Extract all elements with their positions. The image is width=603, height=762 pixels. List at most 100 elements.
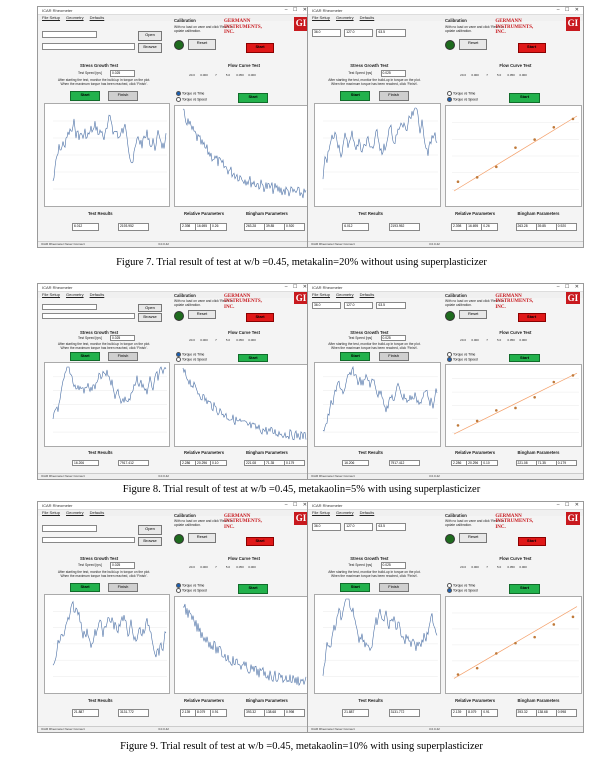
reset-button[interactable]: Reset (188, 532, 216, 544)
test-speed-input[interactable]: 0.025 (380, 562, 406, 570)
window-controls[interactable]: – ☐ ✕ (556, 7, 581, 13)
menu-item-1[interactable]: Geometry (336, 292, 354, 297)
torque-vs-speed-radio[interactable]: Torque vs Speed (447, 97, 478, 102)
flow-start-button[interactable]: Start (238, 93, 268, 103)
test-speed-input[interactable]: 0.025 (380, 335, 406, 342)
menu-item-2[interactable]: Defaults (359, 510, 375, 515)
menu-item-1[interactable]: Geometry (66, 15, 84, 20)
finish-button[interactable]: Finish (378, 352, 409, 361)
window-controls[interactable]: – ☐ ✕ (284, 284, 309, 290)
menu-item-2[interactable]: Defaults (89, 15, 105, 20)
torque-vs-time-radio[interactable]: Torque vs Time (176, 352, 204, 357)
torque-vs-time-radio[interactable]: Torque vs Time (447, 583, 475, 588)
torque-vs-time-radio[interactable]: Torque vs Time (447, 352, 475, 357)
test-speed-input[interactable]: 0.025 (110, 70, 135, 77)
menu-item-2[interactable]: Defaults (89, 510, 105, 515)
start-button[interactable]: Start (70, 91, 100, 101)
menu-item-1[interactable]: Geometry (336, 15, 354, 20)
company-name: GERMANN INSTRUMENTS, INC. (224, 19, 262, 35)
test-speed-input[interactable]: 0.025 (380, 70, 406, 77)
geometry-input-0[interactable]: 36.0 (312, 523, 342, 531)
start-red-button[interactable]: Start (246, 313, 274, 322)
geometry-input-0[interactable]: 36.0 (312, 301, 342, 309)
browse-button[interactable]: Browse (138, 313, 162, 322)
torque-decay-line (182, 108, 307, 199)
torque-vs-time-radio[interactable]: Torque vs Time (176, 91, 204, 96)
geometry-input-2[interactable]: 63.5 (376, 29, 406, 37)
menu-item-1[interactable]: Geometry (66, 510, 84, 515)
file-name-prefix-input[interactable] (42, 525, 97, 532)
menu-item-0[interactable]: File Setup (42, 292, 61, 297)
reset-button[interactable]: Reset (459, 532, 488, 544)
test-speed-input[interactable]: 0.025 (110, 562, 135, 570)
start-red-button[interactable]: Start (517, 43, 546, 53)
file-name-prefix-input[interactable] (42, 303, 97, 310)
open-button[interactable]: Open (138, 31, 162, 41)
flow-start-button[interactable]: Start (509, 353, 540, 363)
finish-button[interactable]: Finish (108, 91, 138, 101)
geometry-input-1[interactable]: 127.0 (344, 29, 374, 37)
start-red-button[interactable]: Start (517, 313, 546, 322)
geometry-input-0[interactable]: 36.0 (312, 29, 342, 37)
open-button[interactable]: Open (138, 303, 162, 312)
flow-start-button[interactable]: Start (509, 93, 540, 103)
geometry-input-2[interactable]: 63.5 (376, 301, 406, 309)
start-red-button[interactable]: Start (517, 536, 546, 547)
window-controls[interactable]: – ☐ ✕ (556, 284, 581, 290)
finish-button[interactable]: Finish (378, 582, 409, 593)
torque-vs-time-radio[interactable]: Torque vs Time (176, 583, 204, 588)
start-button[interactable]: Start (340, 352, 371, 361)
menu-item-0[interactable]: File Setup (312, 510, 331, 515)
geometry-input-1[interactable]: 127.0 (344, 301, 374, 309)
flow-point (552, 623, 556, 626)
flow-start-button[interactable]: Start (238, 353, 268, 363)
start-button[interactable]: Start (340, 582, 371, 593)
output-directory-input[interactable] (42, 536, 135, 544)
menu-item-2[interactable]: Defaults (89, 292, 105, 297)
torque-vs-speed-radio[interactable]: Torque vs Speed (176, 357, 207, 362)
menu-item-0[interactable]: File Setup (42, 510, 61, 515)
finish-button[interactable]: Finish (378, 91, 409, 101)
window-controls[interactable]: – ☐ ✕ (284, 502, 309, 508)
start-button[interactable]: Start (340, 91, 371, 101)
menu-item-1[interactable]: Geometry (336, 510, 354, 515)
browse-button[interactable]: Browse (138, 43, 162, 53)
torque-vs-speed-radio[interactable]: Torque vs Speed (176, 588, 207, 593)
window-controls[interactable]: – ☐ ✕ (284, 7, 309, 13)
torque-vs-time-radio[interactable]: Torque vs Time (447, 91, 475, 96)
reset-button[interactable]: Reset (459, 39, 488, 50)
finish-button[interactable]: Finish (108, 582, 138, 593)
finish-button[interactable]: Finish (108, 352, 138, 361)
menu-item-0[interactable]: File Setup (42, 15, 61, 20)
flow-start-button[interactable]: Start (238, 584, 268, 595)
menu-item-2[interactable]: Defaults (359, 292, 375, 297)
output-directory-input[interactable] (42, 313, 135, 320)
torque-vs-speed-radio[interactable]: Torque vs Speed (447, 588, 478, 593)
open-button[interactable]: Open (138, 525, 162, 535)
start-red-button[interactable]: Start (246, 43, 274, 53)
flow-start-button[interactable]: Start (509, 584, 540, 595)
reset-button[interactable]: Reset (459, 310, 488, 320)
reset-button[interactable]: Reset (188, 310, 216, 320)
menu-item-0[interactable]: File Setup (312, 15, 331, 20)
start-button[interactable]: Start (70, 352, 100, 361)
torque-vs-speed-radio[interactable]: Torque vs Speed (176, 97, 207, 102)
start-red-button[interactable]: Start (246, 536, 274, 547)
browse-button[interactable]: Browse (138, 536, 162, 547)
menu-item-0[interactable]: File Setup (312, 292, 331, 297)
torque-vs-speed-radio[interactable]: Torque vs Speed (447, 357, 478, 362)
start-button[interactable]: Start (70, 582, 100, 593)
geometry-input-2[interactable]: 63.5 (376, 523, 406, 531)
test-speed-input[interactable]: 0.025 (110, 335, 135, 342)
flow-parameter-table: 20.0 0.000 7 5.0 0.050 0.000 (457, 73, 529, 77)
file-name-prefix-input[interactable] (42, 31, 97, 38)
peak-torque-value: 16.206 (72, 459, 99, 467)
geometry-input-1[interactable]: 127.0 (344, 523, 374, 531)
calibration-note: With no load on vane and click 'Reset' t… (444, 25, 505, 33)
menu-item-2[interactable]: Defaults (359, 15, 375, 20)
status-bar: ICAR Rheometer Never Connect 3.0.0.42 (308, 473, 583, 479)
reset-button[interactable]: Reset (188, 39, 216, 50)
window-controls[interactable]: – ☐ ✕ (556, 502, 581, 508)
output-directory-input[interactable] (42, 43, 135, 50)
menu-item-1[interactable]: Geometry (66, 292, 84, 297)
